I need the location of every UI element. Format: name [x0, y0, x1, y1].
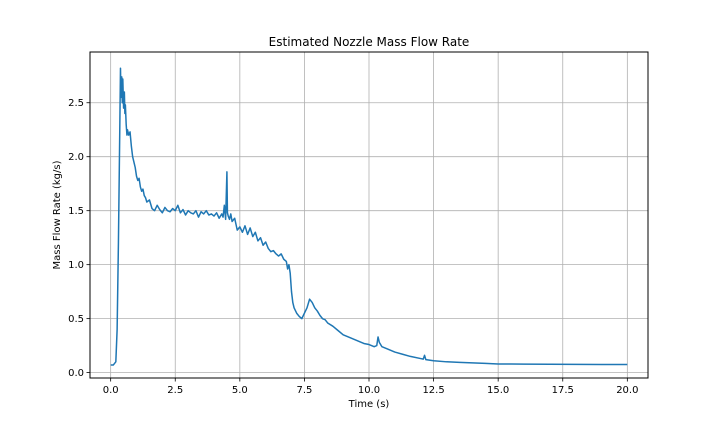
chart-title: Estimated Nozzle Mass Flow Rate: [269, 35, 470, 49]
y-tick-label: 2.0: [68, 152, 84, 163]
x-tick-label: 7.5: [296, 385, 312, 396]
ticks-layer: 0.0 2.5 5.0 7.5 10.0 12.5 15.0 17.5 20.0 0.0 0.5 1.…: [68, 98, 638, 396]
x-tick-label: 10.0: [358, 385, 380, 396]
y-tick-label: 1.0: [68, 260, 84, 271]
y-tick-label: 0.5: [68, 314, 84, 325]
x-tick-label: 17.5: [552, 385, 574, 396]
x-tick-label: 15.0: [487, 385, 509, 396]
series-line: [110, 67, 628, 366]
plot-area-frame: [89, 51, 649, 379]
x-tick-label: 2.5: [167, 385, 183, 396]
y-tick-label: 1.5: [68, 206, 84, 217]
x-tick-label: 20.0: [616, 385, 638, 396]
y-tick-label: 2.5: [68, 98, 84, 109]
x-tick-label: 12.5: [422, 385, 444, 396]
y-axis-label: Mass Flow Rate (kg/s): [52, 160, 63, 269]
y-tick-label: 0.0: [68, 368, 84, 379]
grid-layer: [90, 52, 648, 378]
series-layer: [110, 67, 628, 366]
x-axis-label: Time (s): [348, 399, 390, 410]
x-tick-label: 0.0: [103, 385, 119, 396]
x-tick-label: 5.0: [232, 385, 248, 396]
